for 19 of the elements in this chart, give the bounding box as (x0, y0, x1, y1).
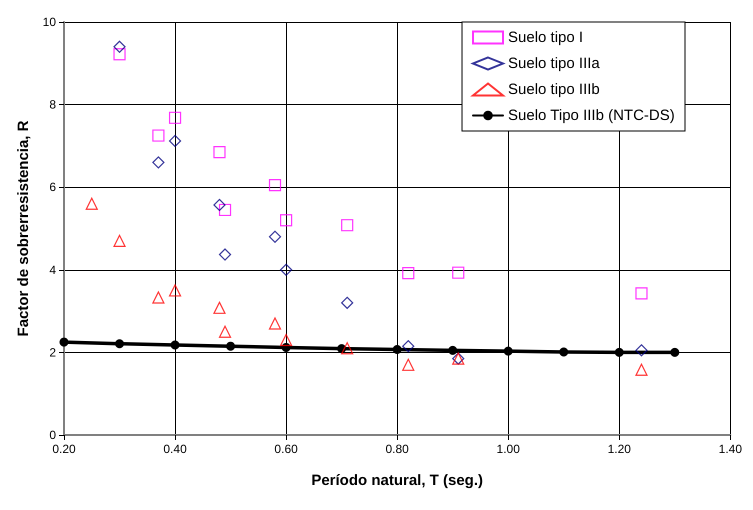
x-tick-label: 1.00 (496, 442, 520, 456)
y-tick-label: 4 (49, 262, 56, 277)
legend-label: Suelo tipo IIIa (508, 55, 600, 72)
legend-label: Suelo tipo I (508, 29, 584, 46)
x-axis-title: Período natural, T (seg.) (311, 472, 484, 489)
legend-label: Suelo tipo IIIb (508, 81, 600, 98)
x-tick-label: 0.60 (274, 442, 298, 456)
y-tick-label: 8 (49, 98, 56, 112)
y-tick-label: 6 (49, 180, 56, 194)
y-tick-label: 0 (49, 428, 56, 442)
x-tick-label: 0.80 (385, 442, 410, 456)
x-tick-label: 0.20 (52, 442, 76, 456)
x-tick-label: 1.40 (718, 442, 742, 456)
x-tick-label: 1.20 (608, 442, 632, 456)
legend-label: Suelo Tipo IIIb (NTC-DS) (508, 107, 675, 124)
y-tick-label: 10 (42, 15, 56, 29)
x-tick-label: 0.40 (163, 442, 188, 456)
y-tick-label: 2 (49, 345, 56, 360)
y-axis-title: Factor de sobrerresistencia, R (15, 120, 32, 336)
